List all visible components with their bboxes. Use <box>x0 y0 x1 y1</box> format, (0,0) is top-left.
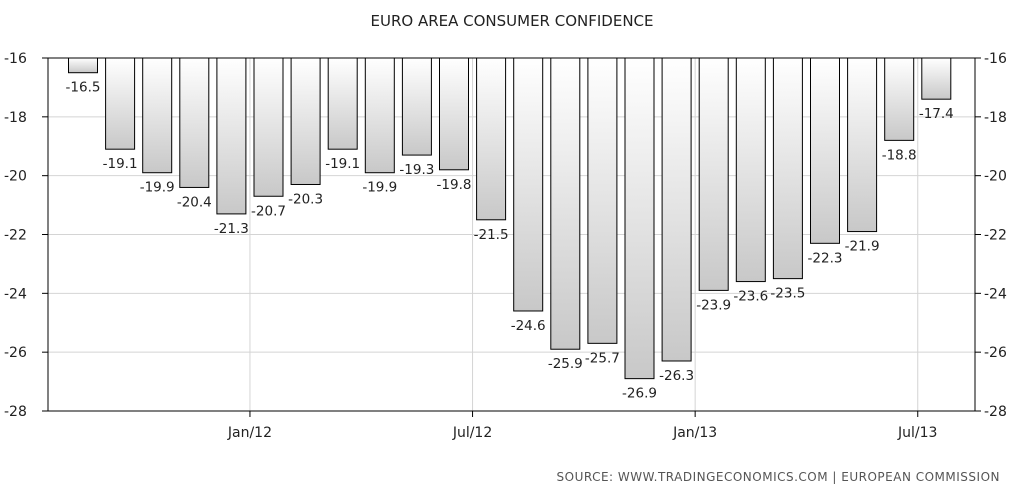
y-tick-label-left: -24 <box>4 286 27 302</box>
bar <box>68 57 98 74</box>
data-label: -22.3 <box>808 250 843 266</box>
data-label: -18.8 <box>882 147 917 163</box>
y-tick-label-right: -16 <box>984 51 1007 67</box>
y-tick-label-left: -16 <box>4 51 27 67</box>
data-label: -20.7 <box>251 203 286 219</box>
data-label: -17.4 <box>919 106 954 122</box>
data-label: -19.8 <box>437 177 472 193</box>
data-label: -16.5 <box>66 80 101 96</box>
data-label: -20.4 <box>177 194 212 210</box>
bars <box>68 57 952 380</box>
bar <box>513 57 544 312</box>
bar <box>179 57 210 188</box>
data-label: -21.3 <box>214 221 249 237</box>
data-label: -19.3 <box>399 162 434 178</box>
bar <box>587 57 618 344</box>
data-label: -25.9 <box>548 356 583 372</box>
x-axis: Jan/12 Jul/12 Jan/13 Jul/13 <box>227 411 937 441</box>
bar <box>253 57 284 197</box>
data-label: -26.9 <box>622 386 657 402</box>
bar <box>476 57 507 221</box>
bar <box>142 57 173 174</box>
y-tick-label-right: -18 <box>984 110 1007 126</box>
source-note: SOURCE: WWW.TRADINGECONOMICS.COM | EUROP… <box>557 470 1001 484</box>
data-label: -23.9 <box>696 297 731 313</box>
bar <box>216 57 247 215</box>
bar <box>105 57 136 150</box>
x-tick-label: Jan/12 <box>227 425 272 441</box>
bar <box>290 57 321 185</box>
bar <box>364 57 395 174</box>
y-tick-label-right: -24 <box>984 286 1007 302</box>
y-tick-label-right: -26 <box>984 345 1007 361</box>
data-label: -26.3 <box>659 368 694 384</box>
y-axis-left: -16 -18 -20 -22 -24 -26 -28 <box>4 51 48 420</box>
data-label: -23.5 <box>770 286 805 302</box>
bar <box>661 57 692 362</box>
data-label: -23.6 <box>733 289 768 305</box>
bar <box>921 57 952 100</box>
x-tick-label: Jul/12 <box>452 425 492 441</box>
data-label: -19.9 <box>362 180 397 196</box>
bar <box>847 57 878 233</box>
bar <box>327 57 358 150</box>
data-label: -19.1 <box>103 156 138 172</box>
bar <box>810 57 840 244</box>
bar <box>735 57 766 283</box>
bar <box>439 57 469 171</box>
y-tick-label-left: -22 <box>4 228 27 244</box>
bar <box>401 57 432 156</box>
y-tick-label-right: -28 <box>984 404 1007 420</box>
x-tick-label: Jul/13 <box>897 425 937 441</box>
data-label: -21.9 <box>845 239 880 255</box>
bar <box>624 57 655 380</box>
y-tick-label-right: -20 <box>984 169 1007 185</box>
data-label: -20.3 <box>288 191 323 207</box>
bar <box>698 57 729 291</box>
data-label: -19.1 <box>325 156 360 172</box>
data-label: -24.6 <box>511 318 546 334</box>
chart-title: EURO AREA CONSUMER CONFIDENCE <box>370 12 653 30</box>
x-tick-label: Jan/13 <box>672 425 717 441</box>
y-tick-label-left: -18 <box>4 110 27 126</box>
data-label: -25.7 <box>585 350 620 366</box>
y-tick-label-right: -22 <box>984 228 1007 244</box>
bar <box>772 57 803 280</box>
data-label: -19.9 <box>140 180 175 196</box>
y-tick-label-left: -28 <box>4 404 27 420</box>
y-tick-label-left: -20 <box>4 169 27 185</box>
data-labels: -16.5-19.1-19.9-20.4-21.3-20.7-20.3-19.1… <box>66 80 954 402</box>
y-axis-right: -16 -18 -20 -22 -24 -26 -28 <box>975 51 1007 420</box>
bar <box>884 57 915 141</box>
bar <box>550 57 581 350</box>
data-label: -21.5 <box>474 227 509 243</box>
y-tick-label-left: -26 <box>4 345 27 361</box>
